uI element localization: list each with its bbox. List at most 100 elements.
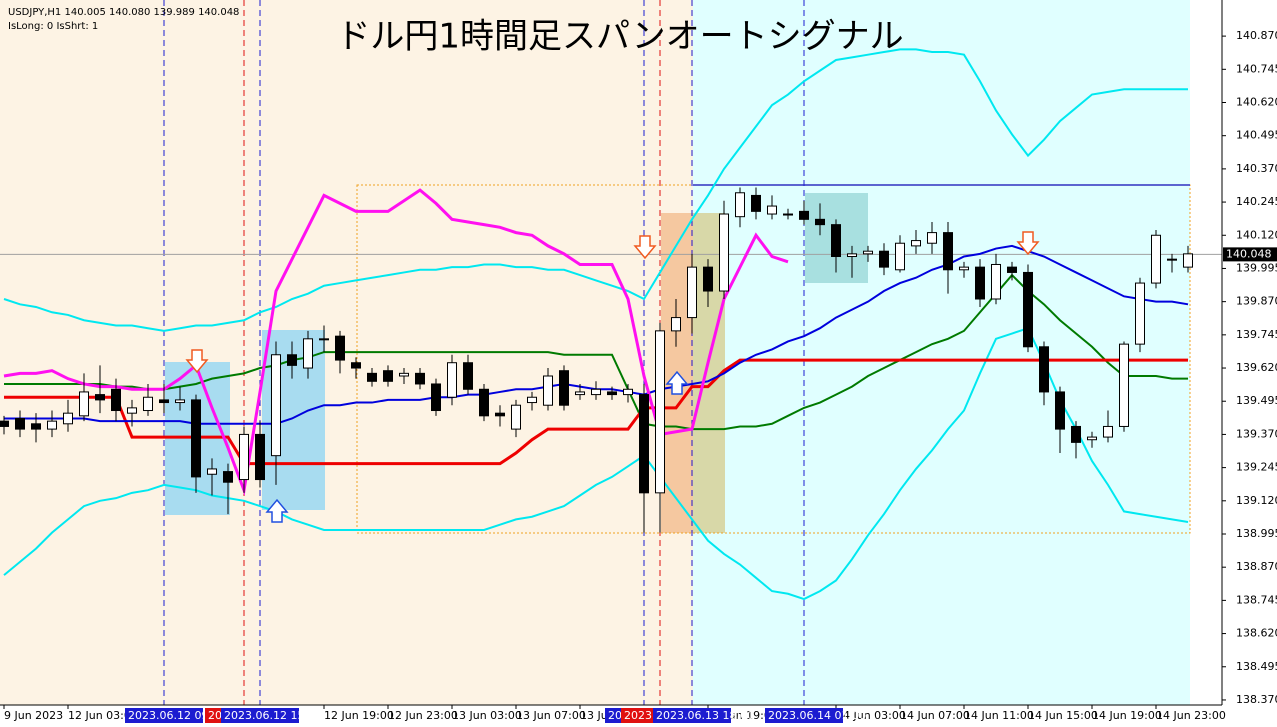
candle-body bbox=[175, 399, 185, 404]
candle-body bbox=[671, 317, 681, 332]
candle-body bbox=[479, 388, 489, 417]
y-tick-label: 139.495 bbox=[1236, 394, 1277, 407]
candle-body bbox=[95, 394, 105, 401]
candle-body bbox=[863, 250, 873, 255]
candle-body bbox=[207, 468, 217, 475]
candle-body bbox=[815, 218, 825, 226]
candle-body bbox=[111, 388, 121, 412]
candle-body bbox=[1007, 266, 1017, 273]
candle-body bbox=[639, 394, 649, 494]
candle-body bbox=[239, 433, 249, 481]
session-zone bbox=[693, 0, 1190, 705]
y-tick-label: 138.370 bbox=[1236, 693, 1277, 706]
signal-arrows bbox=[185, 231, 1040, 523]
y-tick-label: 139.370 bbox=[1236, 427, 1277, 440]
candle-body bbox=[159, 399, 169, 404]
symbol-info: USDJPY,H1 140.005 140.080 139.989 140.04… bbox=[8, 7, 239, 18]
x-tick-label: 14 Jun 03:00 bbox=[836, 709, 906, 722]
y-tick-label: 138.495 bbox=[1236, 660, 1277, 673]
candle-body bbox=[799, 210, 809, 220]
x-tick-label: 13 Jun 07:00 bbox=[516, 709, 586, 722]
y-tick-label: 140.245 bbox=[1236, 195, 1277, 208]
candle-body bbox=[575, 391, 585, 396]
candle-body bbox=[255, 433, 265, 481]
candle-body bbox=[383, 370, 393, 382]
x-tick-label: 14 Jun 23:00 bbox=[1156, 709, 1226, 722]
marker-tag bbox=[221, 708, 299, 723]
y-tick-label: 140.495 bbox=[1236, 129, 1277, 142]
candle-body bbox=[511, 404, 521, 430]
marker-label: 2023.06.13 18:00 bbox=[656, 709, 754, 722]
candle-body bbox=[607, 391, 617, 396]
candle-body bbox=[191, 399, 201, 478]
x-tick-label: 12 Jun 19:00 bbox=[324, 709, 394, 722]
candle-body bbox=[591, 388, 601, 396]
candle-body bbox=[495, 412, 505, 417]
marker-label: 20 bbox=[208, 709, 222, 722]
candle-body bbox=[623, 388, 633, 396]
candle-body bbox=[415, 372, 425, 385]
candle-body bbox=[335, 335, 345, 361]
candle-body bbox=[1071, 425, 1081, 443]
y-tick-label: 138.745 bbox=[1236, 593, 1277, 606]
candle-body bbox=[303, 338, 313, 369]
indicator-line bbox=[4, 358, 1188, 466]
y-tick-label: 138.995 bbox=[1236, 527, 1277, 540]
y-tick-label: 138.620 bbox=[1236, 627, 1277, 640]
candle-body bbox=[79, 391, 89, 417]
y-tick-label: 139.995 bbox=[1236, 261, 1277, 274]
candle-body bbox=[399, 372, 409, 377]
y-tick-label: 139.120 bbox=[1236, 494, 1277, 507]
x-tick-label: 12 Jun 03:00 bbox=[68, 709, 138, 722]
candle-body bbox=[1087, 436, 1097, 441]
candle-body bbox=[431, 383, 441, 412]
chart-title: ドル円1時間足スパンオートシグナル bbox=[336, 17, 903, 57]
candle-body bbox=[447, 362, 457, 398]
marker-label: 2023.06.12 09:00 bbox=[128, 709, 226, 722]
candle-body bbox=[975, 266, 985, 300]
plot-area bbox=[0, 0, 1222, 705]
y-tick-label: 139.245 bbox=[1236, 461, 1277, 474]
candle-body bbox=[319, 338, 329, 341]
candle-body bbox=[783, 213, 793, 216]
candle-body bbox=[15, 417, 25, 430]
sell-arrow bbox=[185, 349, 209, 374]
candle-body bbox=[559, 370, 569, 406]
last-price-tag bbox=[1223, 247, 1277, 262]
candle-body bbox=[943, 232, 953, 271]
y-tick-label: 140.620 bbox=[1236, 95, 1277, 108]
candle-body bbox=[367, 372, 377, 382]
candle-body bbox=[655, 330, 665, 494]
x-tick-label: 9 Jun 2023 bbox=[4, 709, 63, 722]
candle-body bbox=[271, 354, 281, 457]
candle-body bbox=[143, 396, 153, 412]
candle-body bbox=[895, 242, 905, 271]
candle-body bbox=[1119, 343, 1129, 427]
y-tick-label: 140.745 bbox=[1236, 62, 1277, 75]
candle-body bbox=[127, 407, 137, 414]
candle-body bbox=[751, 194, 761, 212]
candle-body bbox=[1151, 234, 1161, 284]
marker-label: 2023.06.12 15:00 bbox=[224, 709, 322, 722]
x-tick-label: 14 Jun 15:00 bbox=[1028, 709, 1098, 722]
candle-body bbox=[1055, 391, 1065, 430]
marker-tag bbox=[653, 708, 731, 723]
candle-body bbox=[687, 266, 697, 319]
x-tick-label: 13 Jun 03:00 bbox=[452, 709, 522, 722]
y-tick-label: 140.120 bbox=[1236, 228, 1277, 241]
candle-body bbox=[31, 423, 41, 430]
candle-body bbox=[991, 263, 1001, 300]
buy-arrow bbox=[265, 498, 289, 523]
candle-body bbox=[847, 253, 857, 258]
y-tick-label: 140.370 bbox=[1236, 162, 1277, 175]
candle-body bbox=[767, 205, 777, 215]
candle-body bbox=[223, 471, 233, 483]
last-price-label: 140.048 bbox=[1226, 247, 1272, 260]
candle-body bbox=[703, 266, 713, 292]
candle-body bbox=[1183, 253, 1193, 268]
candle-body bbox=[927, 232, 937, 244]
y-tick-label: 138.870 bbox=[1236, 560, 1277, 573]
candle-body bbox=[351, 362, 361, 369]
sell-arrow bbox=[633, 235, 657, 260]
